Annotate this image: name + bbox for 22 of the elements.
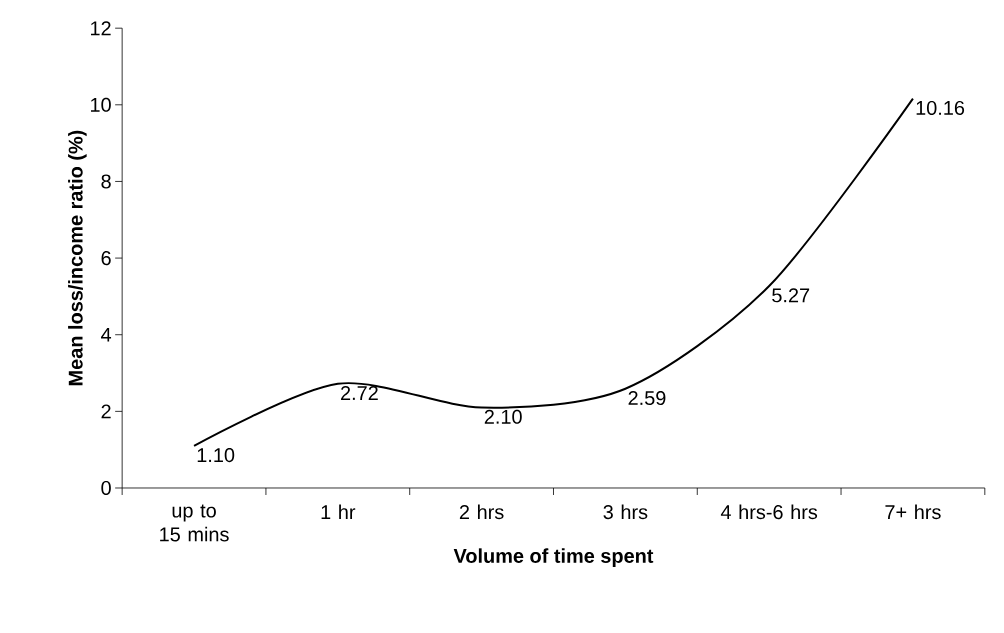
x-tick-label: 4 hrs-6 hrs	[720, 504, 818, 520]
y-tick-label: 10	[91, 97, 111, 112]
data-label: 2.10	[484, 409, 522, 424]
y-tick-label: 2	[101, 404, 111, 419]
x-tick-label: 1 hr	[321, 504, 356, 519]
y-axis-title: Mean loss/income ratio (%)	[68, 130, 87, 386]
x-tick-label: 3 hrs	[603, 504, 648, 520]
data-label: 5.27	[772, 288, 810, 303]
y-tick-label: 0	[101, 480, 111, 495]
data-label: 1.10	[197, 447, 235, 463]
data-label: 2.59	[628, 390, 666, 405]
x-tick-label: 7+ hrs	[885, 504, 941, 520]
y-tick-label: 4	[101, 327, 112, 342]
x-axis-title: Volume of time spent	[453, 548, 654, 567]
data-label: 2.72	[341, 385, 378, 400]
line-series	[193, 97, 914, 447]
y-tick-label: 12	[91, 21, 111, 36]
y-tick-label: 6	[101, 250, 111, 266]
x-tick-label: up to 15 mins	[160, 504, 229, 542]
x-tick-label: 2 hrs	[459, 504, 504, 520]
data-label: 10.16	[916, 100, 965, 115]
y-tick-label: 8	[101, 174, 111, 189]
